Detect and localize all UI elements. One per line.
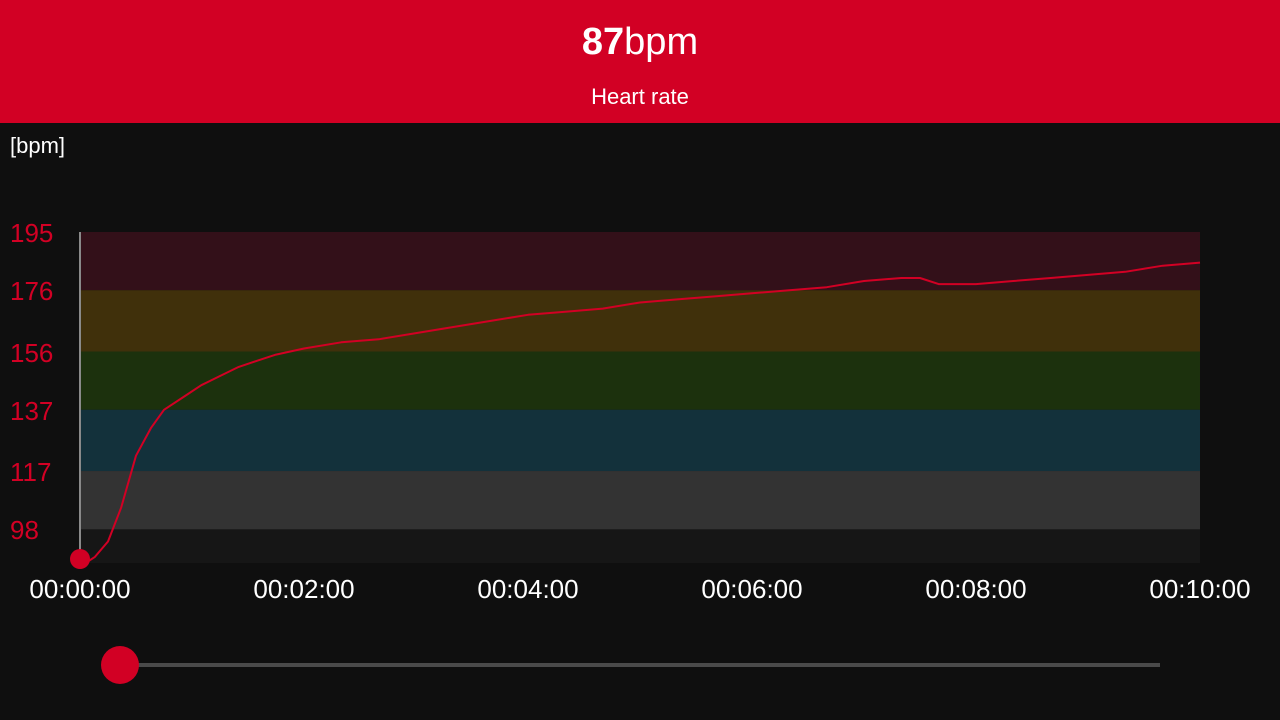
x-tick-label: 00:10:00	[1149, 574, 1251, 604]
heart-rate-series-line	[80, 261, 1201, 564]
y-axis-unit-label: [bpm]	[10, 133, 66, 158]
playback-slider-track[interactable]	[120, 663, 1160, 667]
x-tick-label: 00:02:00	[253, 574, 355, 604]
heart-rate-header: 87bpm Heart rate	[0, 0, 1280, 123]
playback-slider-thumb[interactable]	[101, 646, 139, 684]
zone-band-2	[80, 290, 1200, 352]
y-tick-label: 195	[10, 218, 54, 248]
y-tick-label: 117	[10, 457, 52, 488]
current-position-marker	[70, 549, 90, 569]
heart-rate-number: 87	[581, 21, 625, 63]
heart-rate-value: 87bpm	[0, 18, 1280, 66]
x-tick-label: 00:00:00	[29, 574, 131, 604]
zone-band-3	[80, 351, 1200, 410]
heart-rate-unit: bpm	[624, 21, 699, 63]
y-tick-label: 156	[10, 337, 54, 368]
heart-rate-label: Heart rate	[591, 84, 689, 109]
x-tick-label: 00:04:00	[477, 574, 579, 604]
zone-band-4	[80, 409, 1200, 472]
y-tick-label: 137	[10, 395, 54, 426]
zone-band-1	[80, 232, 1200, 291]
y-tick-label: 98	[10, 515, 39, 546]
x-tick-label: 00:08:00	[925, 574, 1027, 604]
zone-band-5	[80, 471, 1200, 530]
x-tick-label: 00:06:00	[701, 574, 803, 604]
y-tick-label: 176	[10, 276, 54, 307]
